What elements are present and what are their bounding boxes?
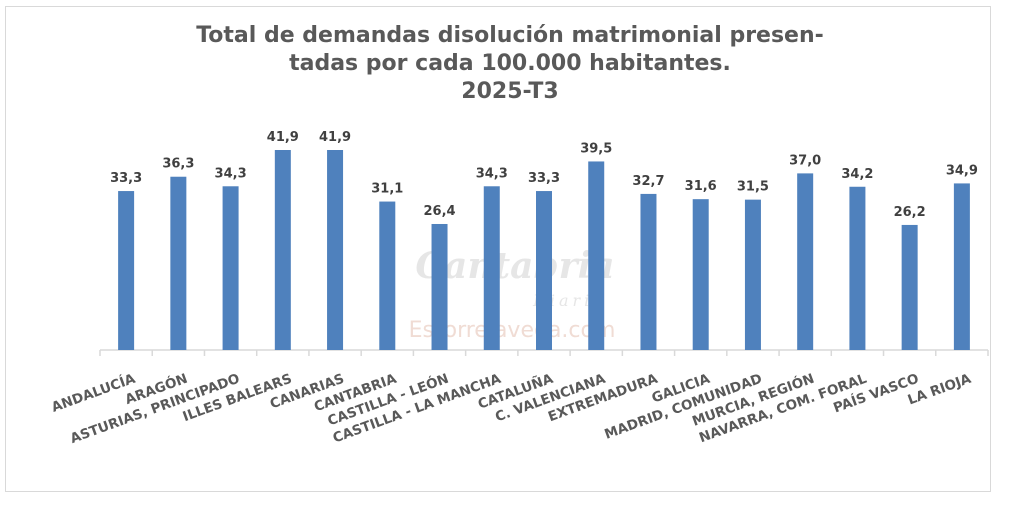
bar-15 [849,186,866,350]
bar-1 [118,191,135,350]
data-label: 26,4 [423,204,455,219]
data-label: 36,3 [162,157,194,172]
data-label: 34,3 [215,166,247,181]
bar-2 [170,176,187,350]
chart-title-line-2: tadas por cada 100.000 habitantes. [289,51,731,76]
data-label: 41,9 [267,130,299,145]
data-label: 34,2 [841,167,873,182]
bar-8 [483,186,500,350]
bar-5 [327,150,344,350]
chart-frame [5,6,991,492]
bar-14 [797,173,814,350]
data-label: 31,1 [371,182,403,197]
data-label: 37,0 [789,153,821,168]
data-label: 31,5 [737,180,769,195]
bar-16 [901,224,918,350]
bar-13 [744,199,761,350]
bar-7 [431,223,448,350]
data-label: 31,6 [685,179,717,194]
data-label: 26,2 [894,205,926,220]
data-label: 34,9 [946,163,978,178]
data-label: 32,7 [632,174,664,189]
bar-12 [692,199,709,350]
bar-4 [274,150,291,350]
data-label: 39,5 [580,141,612,156]
bar-6 [379,201,396,350]
data-label: 33,3 [528,171,560,186]
chart-title-line-3: 2025-T3 [461,79,559,104]
watermark-logo: Cantabria [415,245,614,287]
bar-9 [536,191,552,350]
bar-10 [588,161,605,350]
data-label: 33,3 [110,171,142,186]
bar-3 [222,186,239,350]
bar-17 [953,183,970,350]
chart-title: Total de demandas disolución matrimonial… [100,22,920,106]
bar-11 [640,193,657,350]
data-label: 34,3 [476,166,508,181]
data-label: 41,9 [319,130,351,145]
chart-title-line-1: Total de demandas disolución matrimonial… [196,23,824,48]
